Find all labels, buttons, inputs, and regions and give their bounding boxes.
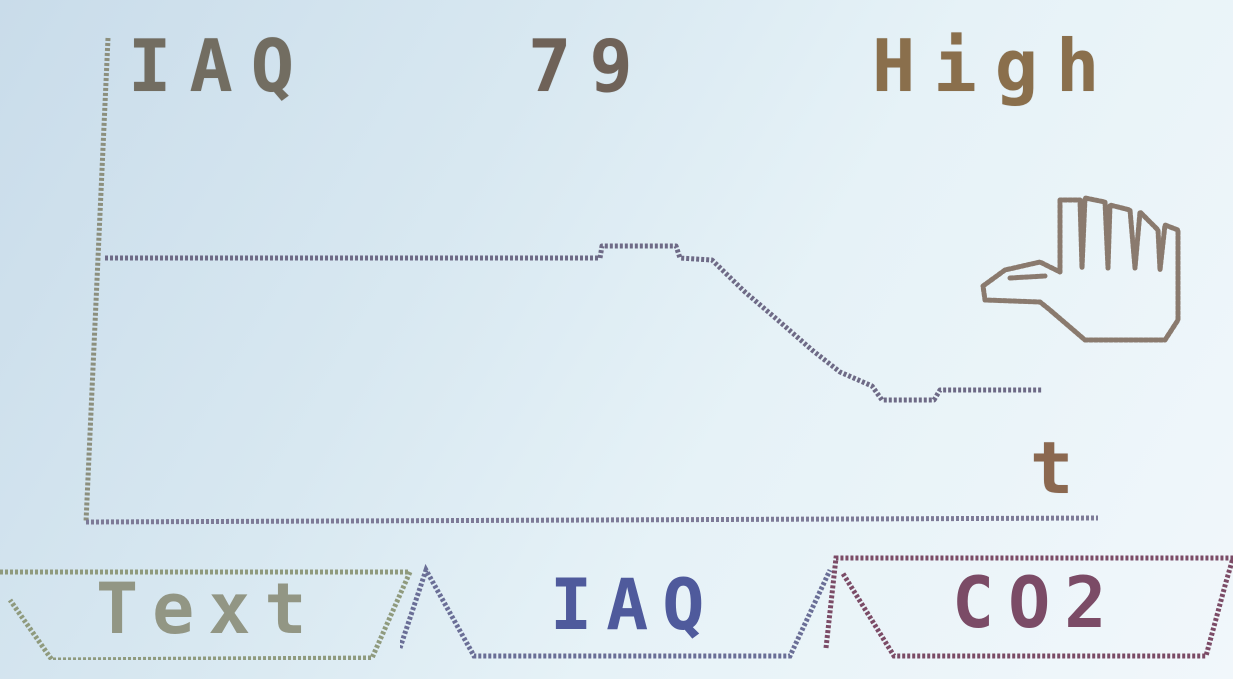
tab-text[interactable]: Text — [0, 560, 420, 660]
sensor-level: High — [872, 24, 1118, 108]
tab-co2-label: CO2 — [952, 562, 1121, 644]
y-axis — [83, 37, 111, 523]
tab-iaq-outline — [400, 563, 833, 659]
sensor-value: 79 — [528, 24, 651, 108]
x-axis — [85, 515, 1099, 525]
trend-line — [105, 243, 1042, 403]
x-axis-label: t — [1030, 426, 1074, 510]
tab-text-label: Text — [96, 568, 321, 650]
tab-co2[interactable]: CO2 — [820, 552, 1233, 659]
tab-iaq[interactable]: IAQ — [400, 560, 840, 660]
touch-hand-icon[interactable] — [980, 195, 1181, 343]
tab-co2-outline — [823, 555, 1233, 659]
tab-iaq-label: IAQ — [550, 564, 719, 646]
sensor-label: IAQ — [128, 24, 313, 108]
